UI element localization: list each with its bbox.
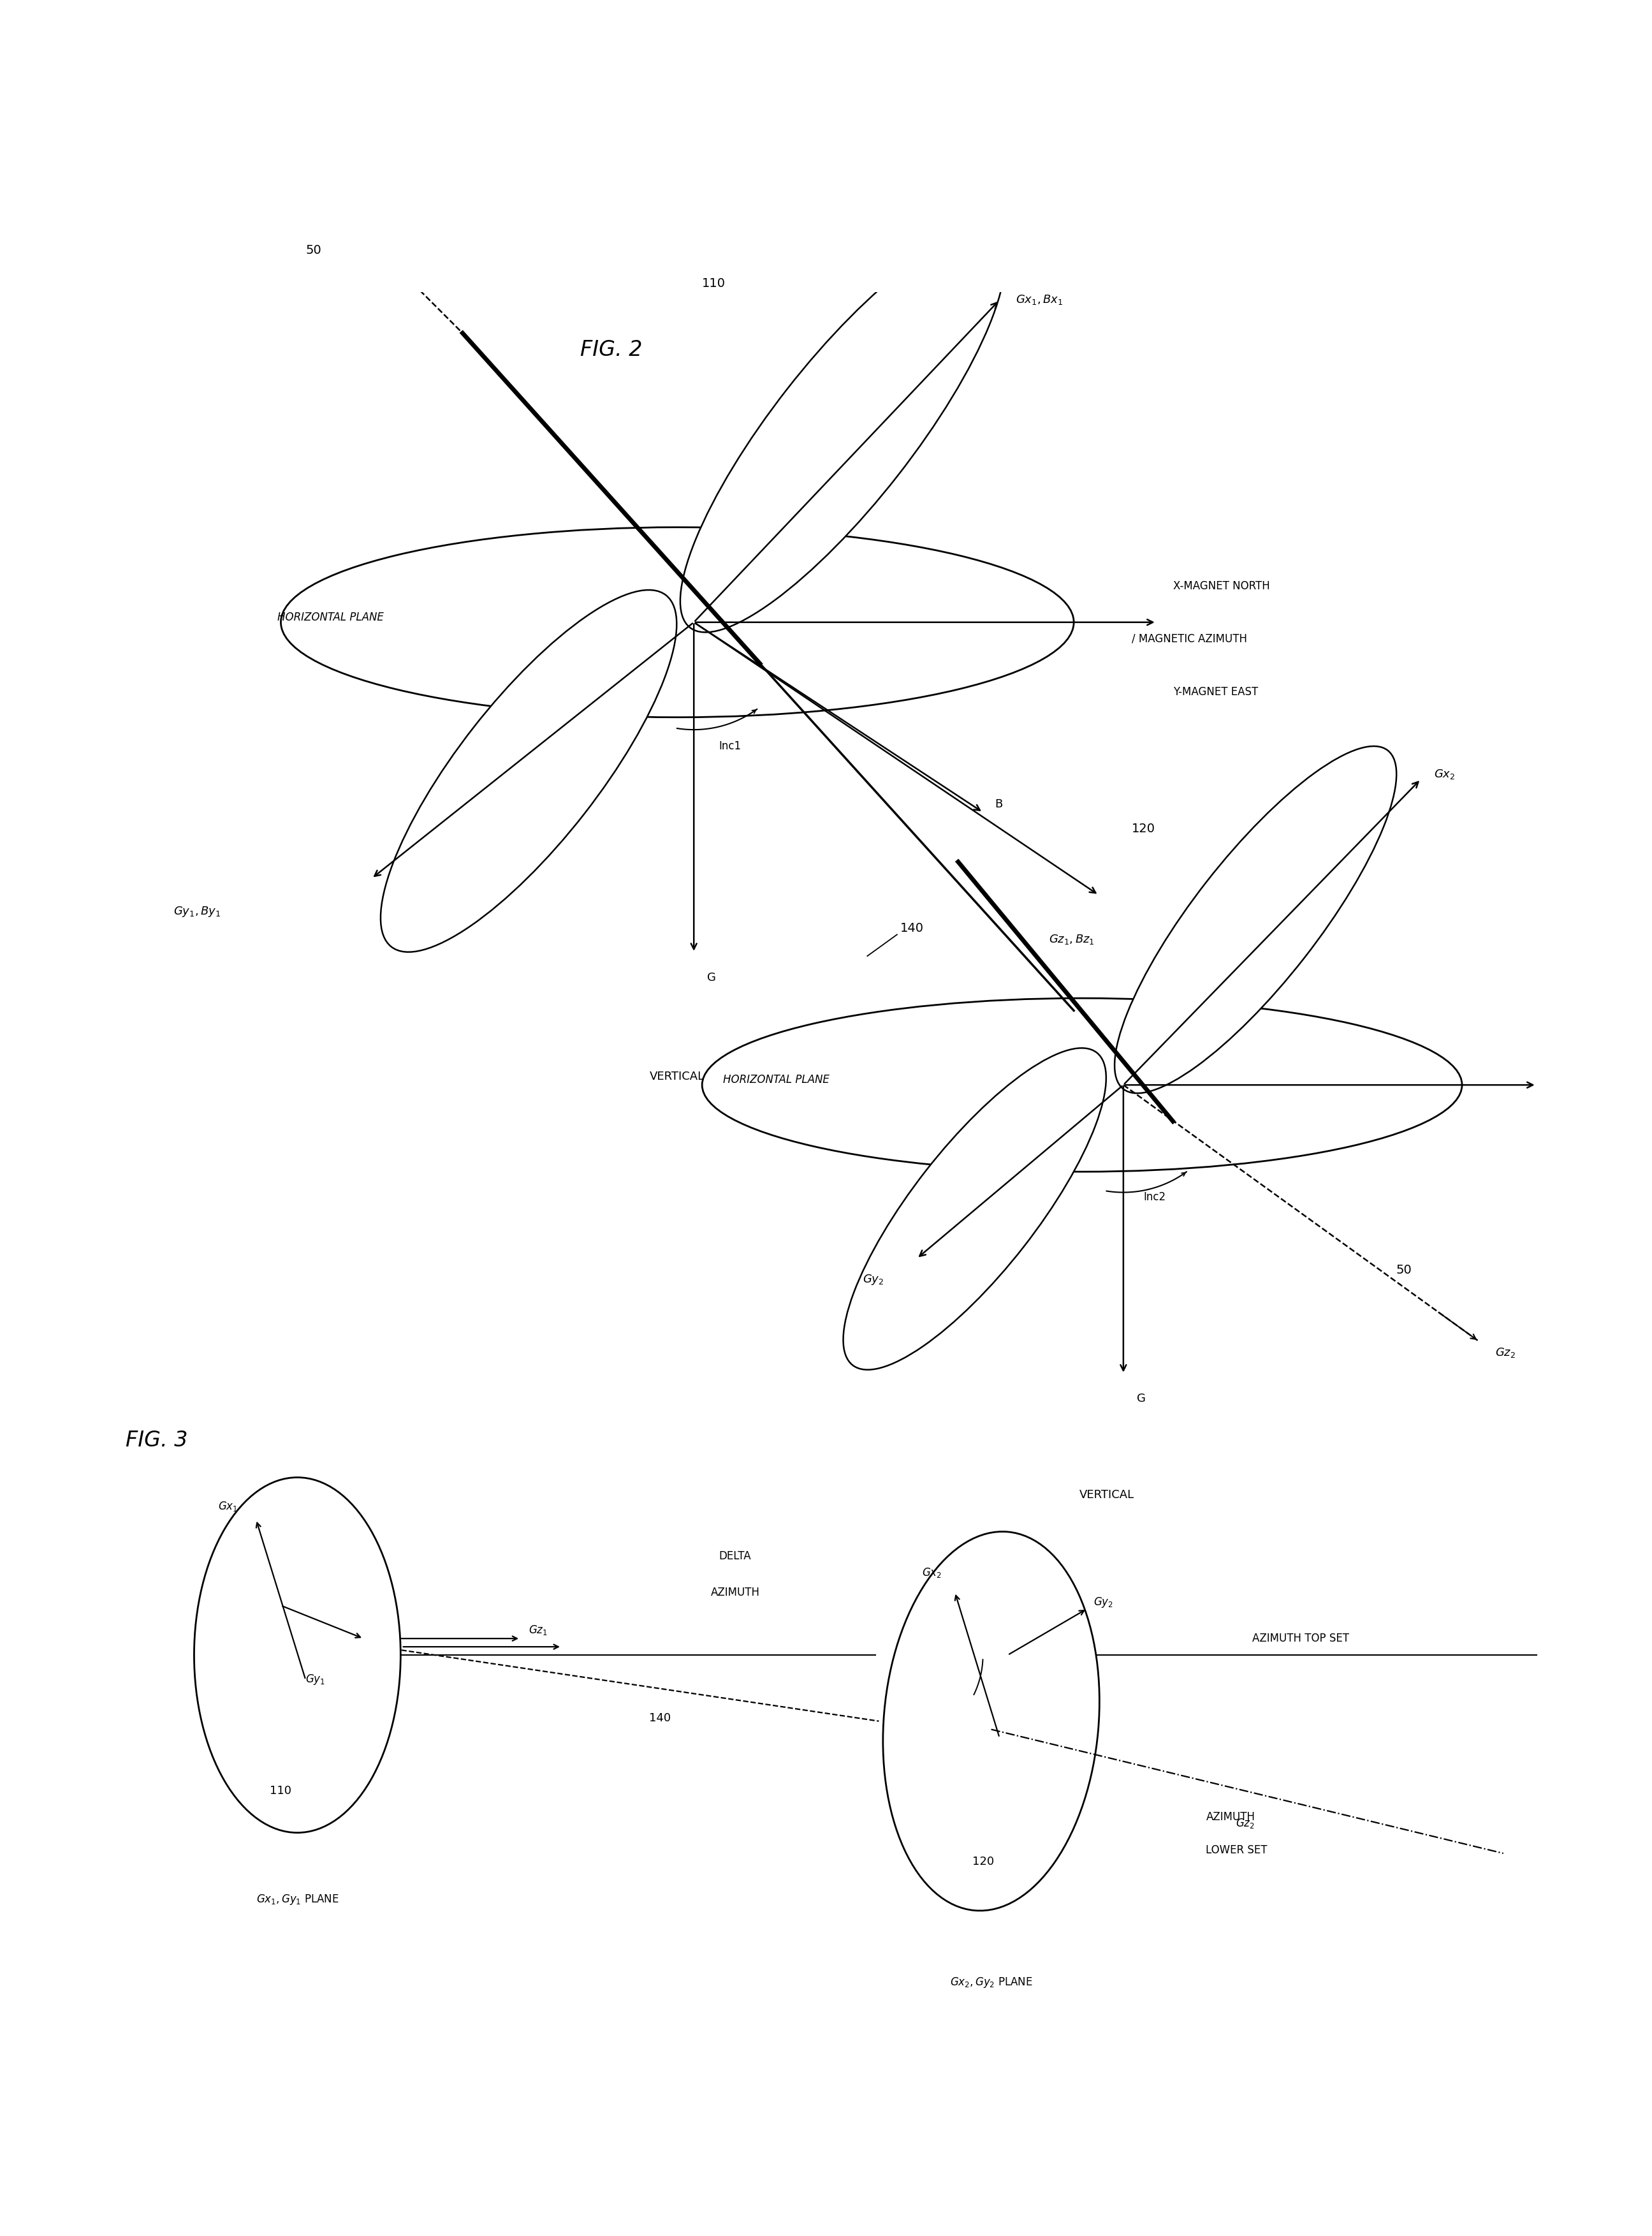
Text: AZIMUTH TOP SET: AZIMUTH TOP SET [1252,1632,1350,1643]
Ellipse shape [843,1049,1107,1371]
Text: $Gy_1,By_1$: $Gy_1,By_1$ [173,906,221,919]
Text: VERTICAL: VERTICAL [1079,1489,1135,1500]
Text: Inc1: Inc1 [719,740,742,751]
Text: 110: 110 [269,1784,292,1796]
Text: LOWER SET: LOWER SET [1206,1845,1267,1856]
Text: $Gy_2$: $Gy_2$ [1094,1597,1113,1610]
Text: $Gx_1,Gy_1$ PLANE: $Gx_1,Gy_1$ PLANE [256,1894,339,1907]
Text: DELTA: DELTA [719,1550,752,1561]
Text: AZIMUTH: AZIMUTH [1206,1811,1256,1822]
Text: 140: 140 [649,1713,671,1724]
Text: $Gy_1$: $Gy_1$ [306,1673,325,1686]
Text: 140: 140 [900,921,923,935]
Text: 50: 50 [1396,1263,1412,1277]
Text: $Gx_2$: $Gx_2$ [1434,767,1455,780]
Ellipse shape [281,528,1074,718]
Text: B: B [995,798,1003,809]
Text: $Gx_1$: $Gx_1$ [218,1500,238,1514]
Text: Y-MAGNET EAST: Y-MAGNET EAST [1173,686,1257,698]
Text: VERTICAL: VERTICAL [649,1071,705,1082]
Text: $Gz_1,Bz_1$: $Gz_1,Bz_1$ [1049,932,1095,946]
Text: $Gx_2,Gy_2$ PLANE: $Gx_2,Gy_2$ PLANE [950,1977,1032,1990]
Ellipse shape [195,1478,401,1834]
Text: Inc2: Inc2 [1143,1192,1166,1203]
Text: $Gy_2$: $Gy_2$ [862,1272,884,1286]
Text: $Gx_2$: $Gx_2$ [922,1565,942,1579]
Text: / MAGNETIC AZIMUTH: / MAGNETIC AZIMUTH [1132,633,1247,644]
Ellipse shape [882,1532,1100,1912]
Text: 120: 120 [1132,823,1155,834]
Text: FIG. 3: FIG. 3 [126,1429,188,1451]
Text: G: G [1137,1393,1145,1404]
Text: FIG. 2: FIG. 2 [580,340,643,360]
Text: $Gz_2$: $Gz_2$ [1236,1818,1256,1829]
Text: X-MAGNET NORTH: X-MAGNET NORTH [1173,579,1270,593]
Text: $Gz_2$: $Gz_2$ [1495,1346,1515,1359]
Text: $Gz_1$: $Gz_1$ [529,1623,548,1637]
Text: 50: 50 [306,244,322,257]
Text: HORIZONTAL PLANE: HORIZONTAL PLANE [724,1073,829,1087]
Ellipse shape [702,997,1462,1172]
Text: HORIZONTAL PLANE: HORIZONTAL PLANE [278,613,383,624]
Text: AZIMUTH: AZIMUTH [710,1588,760,1599]
Text: $Gx_1,Bx_1$: $Gx_1,Bx_1$ [1016,293,1064,306]
Text: G: G [707,973,715,984]
Ellipse shape [681,233,1004,633]
Ellipse shape [1115,747,1396,1093]
Text: 110: 110 [702,277,725,291]
Ellipse shape [380,590,677,953]
Text: 120: 120 [971,1856,995,1867]
